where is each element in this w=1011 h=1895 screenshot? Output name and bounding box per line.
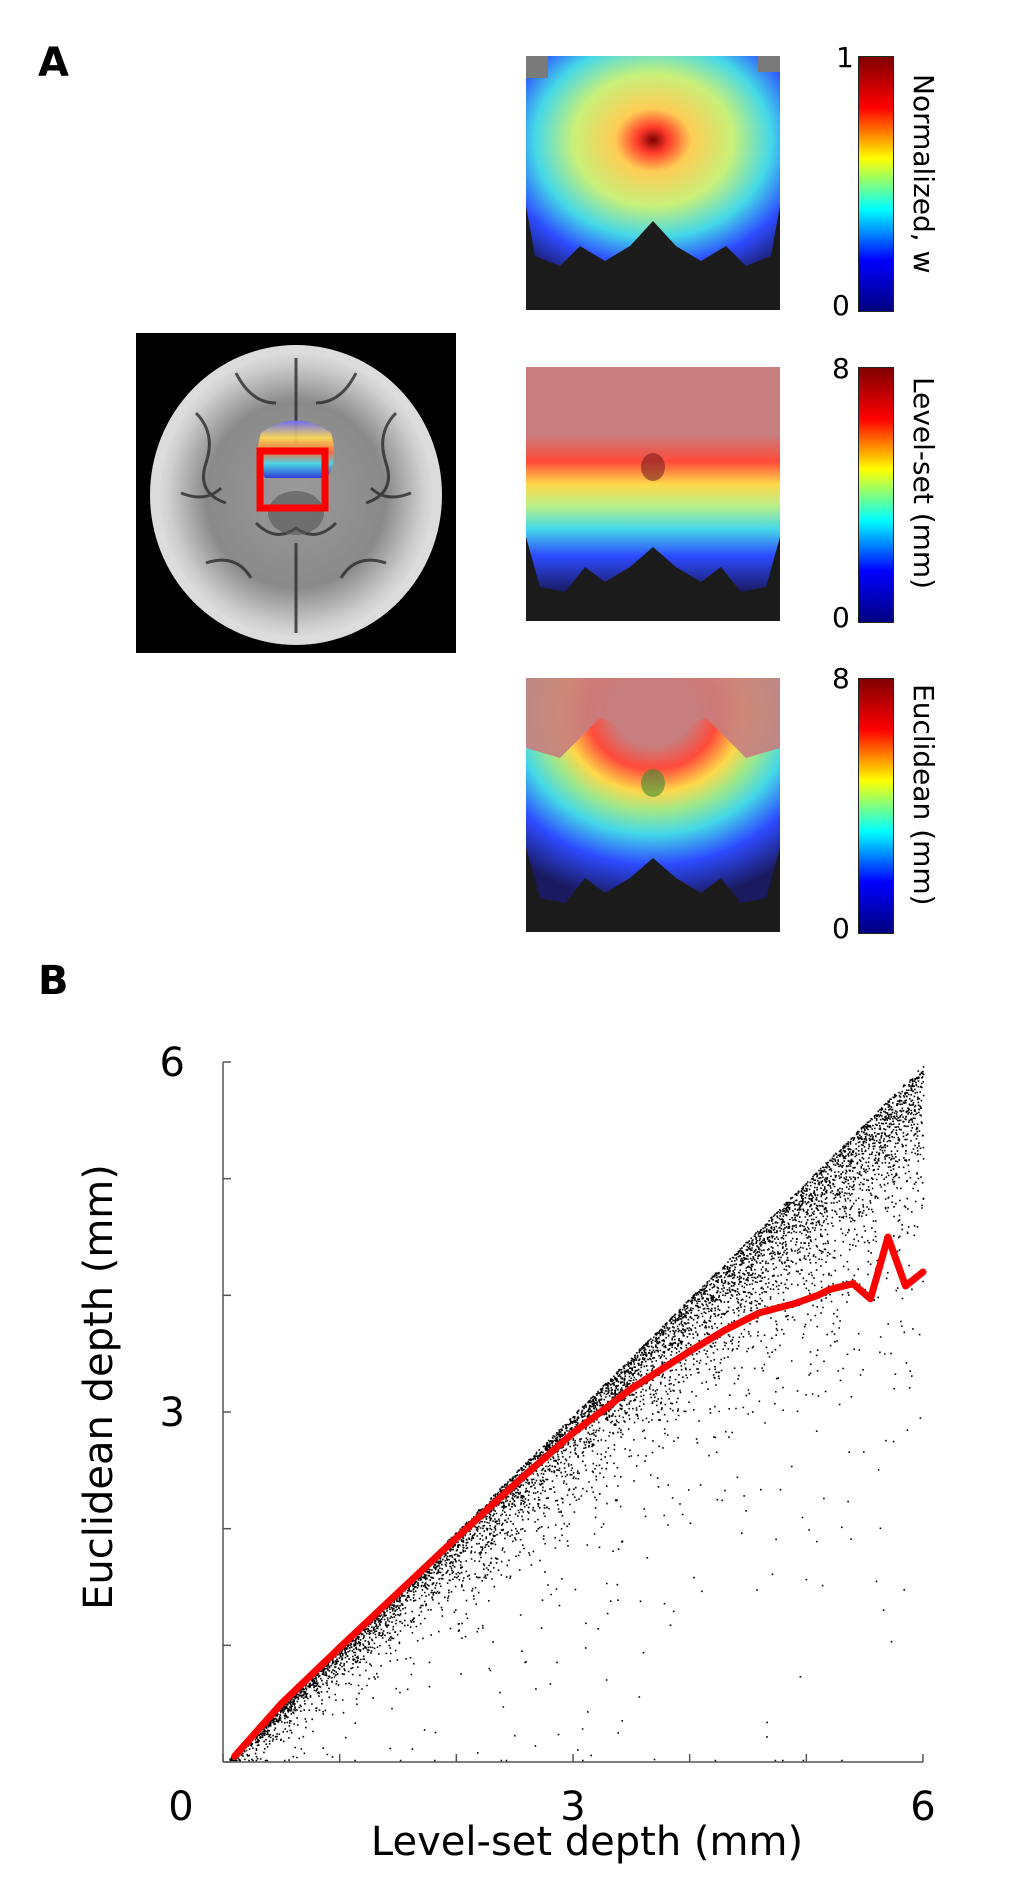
y-tick-label: 3 <box>160 1390 185 1436</box>
x-tick-label: 0 <box>168 1784 193 1830</box>
x-axis-label: Level-set depth (mm) <box>371 1819 803 1865</box>
levelset-colorbar-label: Level-set (mm) <box>907 377 940 590</box>
euclidean-colorbar <box>858 678 894 934</box>
euclidean-colorbar-max: 8 <box>832 662 850 695</box>
euclidean-colorbar-min: 0 <box>832 912 850 945</box>
y-axis-label: Euclidean depth (mm) <box>76 1164 122 1610</box>
mean-trend-line <box>231 1233 927 1760</box>
scatter-points <box>229 1066 925 1762</box>
y-tick-label: 6 <box>160 1040 185 1086</box>
scatter-point-cloud <box>229 1066 925 1762</box>
panel-b-letter: B <box>38 958 69 1004</box>
weight-map-tile <box>526 56 780 310</box>
levelset-colorbar <box>858 367 894 623</box>
weight-colorbar-min: 0 <box>832 289 850 322</box>
levelset-colorbar-max: 8 <box>832 352 850 385</box>
weight-colorbar-max: 1 <box>836 41 854 74</box>
euclidean-map-tile <box>526 678 780 932</box>
levelset-colorbar-min: 0 <box>832 601 850 634</box>
levelset-map-tile <box>526 367 780 621</box>
x-tick-label: 6 <box>910 1784 935 1830</box>
region-highlight-box <box>256 447 329 512</box>
euclidean-colorbar-label: Euclidean (mm) <box>907 684 940 906</box>
x-tick-label: 3 <box>560 1784 585 1830</box>
brain-axial-slice <box>136 333 456 653</box>
scatter-chart: 0 3 6 3 6 Level-set depth (mm) Euclidean dep… <box>76 1040 936 1865</box>
weight-colorbar-label: Normalized, w <box>907 74 940 274</box>
panel-a-letter: A <box>38 40 69 86</box>
weight-colorbar <box>858 56 894 312</box>
